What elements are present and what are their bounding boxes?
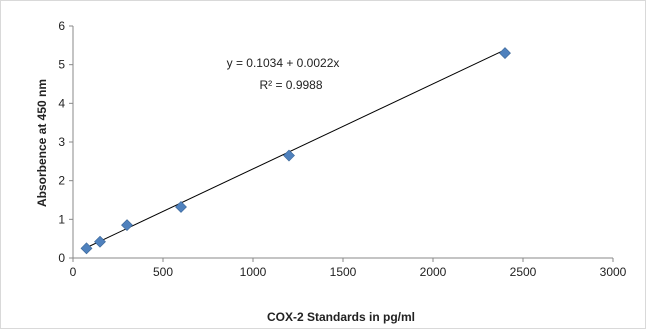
x-tick-label: 0 (70, 265, 77, 279)
trendline-equation: y = 0.1034 + 0.0022x (227, 56, 340, 70)
data-point (80, 242, 93, 255)
x-tick-label: 1500 (330, 265, 357, 279)
data-point (175, 201, 187, 213)
y-tick-label: 6 (58, 19, 65, 33)
x-tick-label: 2500 (510, 265, 537, 279)
trendline (86, 49, 506, 249)
x-axis-title: COX-2 Standards in pg/ml (267, 310, 415, 324)
x-tick-labels: 0 500 1000 1500 2000 2500 3000 (70, 265, 627, 279)
y-tick-label: 4 (58, 96, 65, 110)
y-tick-label: 0 (58, 251, 65, 265)
x-tick-label: 2000 (420, 265, 447, 279)
data-point (283, 149, 295, 162)
x-tick-label: 3000 (600, 265, 627, 279)
x-tick-label: 500 (153, 265, 173, 279)
r-squared-label: R² = 0.9988 (259, 78, 322, 92)
y-tick-labels: 0 1 2 3 4 5 6 (58, 19, 65, 265)
y-axis-title: Absorbence at 450 nm (35, 79, 49, 207)
y-tick-label: 2 (58, 174, 65, 188)
y-tick-label: 1 (58, 212, 65, 226)
data-point (94, 235, 106, 248)
y-tick-label: 5 (58, 58, 65, 72)
trendline-group (86, 49, 506, 249)
y-tick-label: 3 (58, 135, 65, 149)
data-point (121, 219, 133, 232)
axes (69, 25, 614, 262)
data-points (80, 47, 511, 255)
x-tick-label: 1000 (240, 265, 267, 279)
data-point (499, 47, 511, 59)
